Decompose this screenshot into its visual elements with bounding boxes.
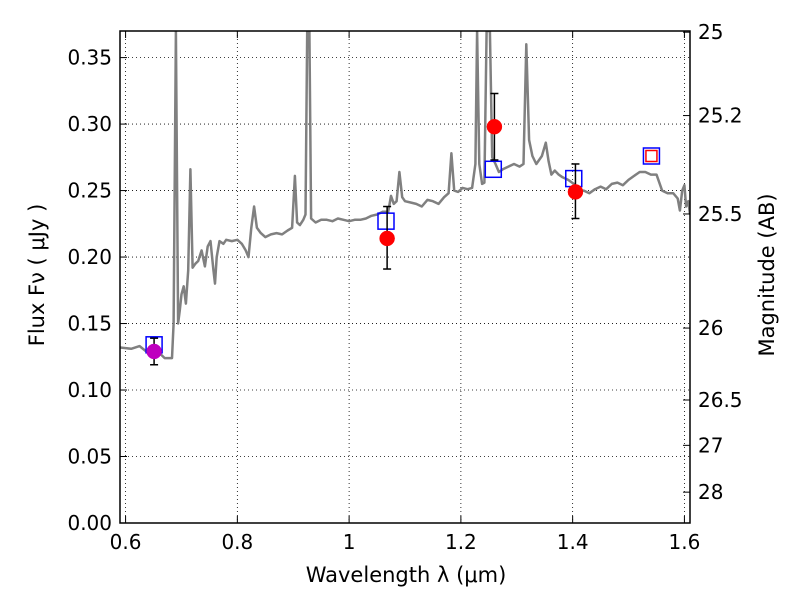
y2-tick-label: 25 bbox=[698, 20, 723, 44]
y-tick-label: 0.00 bbox=[67, 511, 112, 535]
model-square-marker bbox=[377, 212, 395, 230]
x-tick-label: 1.4 bbox=[557, 530, 589, 554]
photometry-point bbox=[379, 230, 395, 247]
y-tick-label: 0.30 bbox=[67, 112, 112, 136]
x-tick-label: 1.6 bbox=[669, 530, 701, 554]
upper-limit-square-marker bbox=[645, 149, 658, 163]
x-tick-label: 0.8 bbox=[221, 530, 253, 554]
y2-tick-label: 25.5 bbox=[698, 202, 743, 226]
y-tick-label: 0.10 bbox=[67, 378, 112, 402]
spectrum-line bbox=[120, 31, 690, 360]
y-tick-label: 0.20 bbox=[67, 245, 112, 269]
grid bbox=[120, 31, 690, 523]
tick-labels: 0.6 0.8 1 1.2 1.4 1.6 0.00 0.05 0.10 0.15 0.20 0.25… bbox=[67, 20, 742, 554]
x-tick-label: 1 bbox=[343, 530, 356, 554]
axes bbox=[119, 30, 691, 524]
x-tick-label: 0.6 bbox=[110, 530, 142, 554]
y-axis-label: Flux Fν ( μJy ) bbox=[25, 204, 49, 347]
y2-tick-label: 28 bbox=[698, 480, 723, 504]
photometry-point bbox=[567, 184, 584, 200]
right-y-axis-label: Magnitude (AB) bbox=[755, 193, 779, 356]
model-square-marker bbox=[484, 160, 503, 179]
photometry-points bbox=[145, 92, 661, 366]
y-tick-label: 0.15 bbox=[67, 312, 112, 336]
x-tick-label: 1.2 bbox=[445, 530, 477, 554]
y-tick-label: 0.05 bbox=[67, 445, 112, 469]
y2-tick-label: 26 bbox=[698, 316, 723, 340]
photometry-point bbox=[146, 343, 162, 360]
y2-tick-label: 26.5 bbox=[698, 388, 743, 412]
y2-tick-label: 25.2 bbox=[698, 104, 743, 128]
model-square-marker bbox=[642, 147, 661, 165]
y-tick-label: 0.35 bbox=[67, 46, 112, 70]
y-tick-label: 0.25 bbox=[67, 179, 112, 203]
photometry-point bbox=[486, 118, 503, 135]
spectrum-layer bbox=[120, 31, 690, 360]
plot-frame bbox=[119, 30, 691, 524]
x-axis-label: Wavelength λ (μm) bbox=[306, 563, 507, 587]
y2-tick-label: 27 bbox=[698, 433, 723, 457]
